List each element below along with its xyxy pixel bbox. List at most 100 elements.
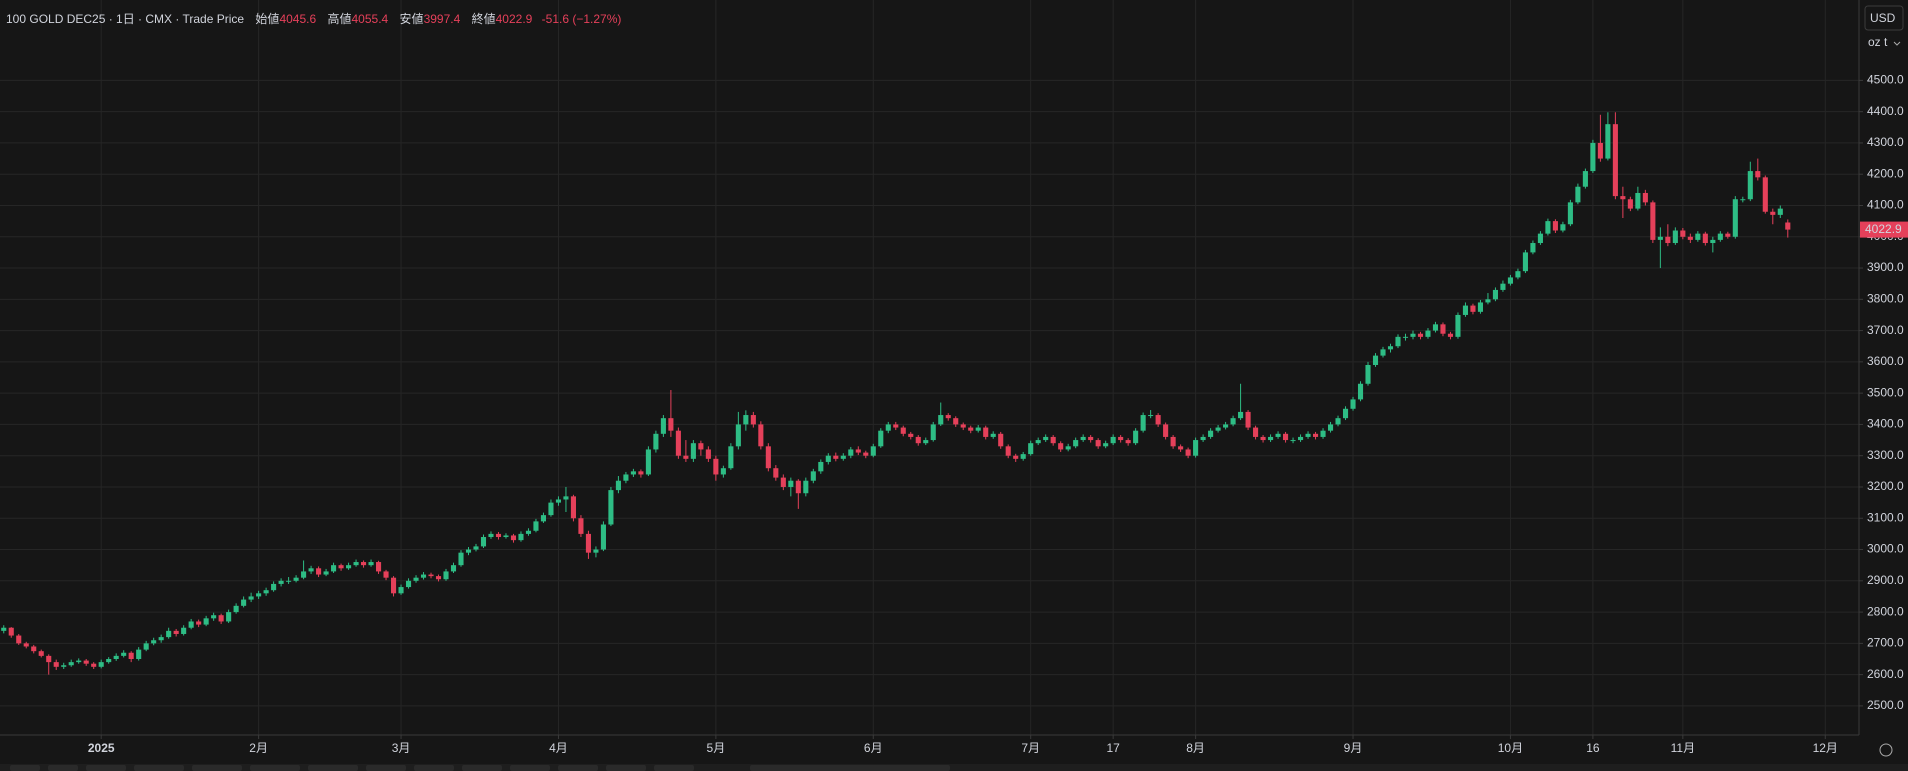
y-tick-label: 3000.0 xyxy=(1867,542,1904,556)
y-tick-label: 3700.0 xyxy=(1867,323,1904,337)
candle-body xyxy=(443,571,449,580)
candle-body xyxy=(698,443,704,450)
candle-body xyxy=(1125,440,1131,444)
y-tick-label: 3400.0 xyxy=(1867,417,1904,431)
candle-body xyxy=(203,618,209,625)
candle-body xyxy=(810,471,816,481)
toolbar-button[interactable] xyxy=(462,765,502,771)
x-tick-label: 17 xyxy=(1106,741,1120,755)
candle-body xyxy=(106,658,112,663)
candle-body xyxy=(1,627,7,631)
candle-body xyxy=(885,424,891,431)
candle-body xyxy=(1275,433,1281,437)
candle-body xyxy=(1410,333,1416,337)
candle-body xyxy=(1058,443,1064,450)
candle-body xyxy=(1447,333,1454,337)
candle-body xyxy=(1073,440,1079,447)
candle-body xyxy=(1020,454,1026,459)
candle-body xyxy=(1283,433,1289,441)
candle-body xyxy=(1365,364,1371,384)
candle-body xyxy=(1357,383,1364,400)
candle-body xyxy=(533,521,539,531)
candle-body xyxy=(1440,324,1446,334)
candle-body xyxy=(480,537,487,547)
toolbar-button[interactable] xyxy=(86,765,126,771)
candle-body xyxy=(1298,436,1304,441)
currency[interactable]: USD xyxy=(1870,11,1896,25)
candle-body xyxy=(743,415,749,425)
candle-body xyxy=(226,612,232,622)
y-tick-label: 3200.0 xyxy=(1867,479,1904,493)
candle-body xyxy=(608,490,614,525)
candle-body xyxy=(361,562,367,566)
candle-body xyxy=(398,587,404,594)
candle-body xyxy=(1215,427,1221,431)
toolbar-buttons xyxy=(10,765,950,771)
candle-body xyxy=(1687,236,1693,240)
candle-body xyxy=(1432,324,1439,331)
x-tick-label: 11月 xyxy=(1671,741,1695,755)
toolbar-button[interactable] xyxy=(134,765,184,771)
price-tag-label: 4022.9 xyxy=(1865,222,1902,236)
candle-body xyxy=(390,577,397,594)
toolbar-button[interactable] xyxy=(510,765,550,771)
candle-body xyxy=(938,415,944,425)
candle-body xyxy=(1762,177,1768,212)
toolbar-button[interactable] xyxy=(654,765,694,771)
toolbar-button[interactable] xyxy=(606,765,646,771)
candle-body xyxy=(1567,202,1573,225)
candle-body xyxy=(1402,336,1409,338)
price-tag xyxy=(1860,221,1908,238)
candle-body xyxy=(563,496,569,500)
candle-body xyxy=(173,630,179,634)
change: -51.6 (−1.27%) xyxy=(541,12,622,26)
candle-body xyxy=(1462,305,1469,315)
candle-body xyxy=(878,430,884,447)
toolbar-button[interactable] xyxy=(308,765,358,771)
toolbar-button[interactable] xyxy=(10,765,40,771)
candle-body xyxy=(383,571,389,578)
candle-body xyxy=(1065,446,1071,450)
candle-body xyxy=(331,565,337,572)
candle-body xyxy=(158,637,164,641)
candle-body xyxy=(428,574,434,577)
candle-body xyxy=(1290,440,1296,442)
candle-body xyxy=(1230,418,1236,425)
settings-icon[interactable] xyxy=(1879,743,1893,757)
candle-body xyxy=(1163,424,1169,437)
candle-body xyxy=(1747,171,1753,200)
candle-body xyxy=(1695,233,1701,240)
candle-body xyxy=(1477,302,1484,312)
toolbar-button[interactable] xyxy=(250,765,300,771)
currency-box[interactable] xyxy=(1864,5,1904,31)
candle-body xyxy=(863,452,869,456)
candle-body xyxy=(953,418,959,425)
unit[interactable]: oz t xyxy=(1868,35,1888,49)
y-tick-label: 4500.0 xyxy=(1867,73,1904,87)
candle-body xyxy=(1537,233,1543,244)
candle-body xyxy=(196,621,202,625)
x-tick-label: 3月 xyxy=(392,741,411,755)
candle-body xyxy=(1035,440,1041,444)
close-value: 4022.9 xyxy=(495,12,533,26)
candle-body xyxy=(38,651,44,656)
candle-body xyxy=(248,596,254,600)
candle-body xyxy=(1702,233,1708,244)
candle-body xyxy=(61,665,67,667)
y-tick-label: 3900.0 xyxy=(1867,260,1904,274)
candle-body xyxy=(113,655,119,659)
toolbar-button[interactable] xyxy=(48,765,78,771)
candle-body xyxy=(1103,443,1109,447)
candle-body xyxy=(855,449,861,453)
toolbar-button[interactable] xyxy=(192,765,242,771)
toolbar-button[interactable] xyxy=(558,765,598,771)
toolbar-button[interactable] xyxy=(750,765,950,771)
toolbar-button[interactable] xyxy=(414,765,454,771)
toolbar-button[interactable] xyxy=(366,765,406,771)
x-tick-label: 9月 xyxy=(1344,741,1363,755)
candle-body xyxy=(555,499,561,503)
candle-body xyxy=(900,427,906,434)
candle-body xyxy=(1770,211,1776,215)
candle-body xyxy=(1327,424,1334,431)
candle-body xyxy=(945,415,951,419)
